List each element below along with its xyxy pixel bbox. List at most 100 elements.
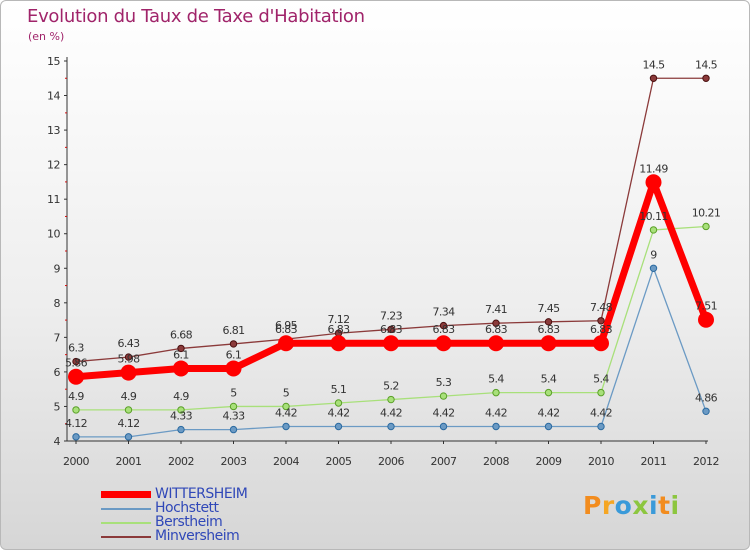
x-tick-label: 2011 [641,455,667,468]
data-point [593,335,609,352]
data-point [544,422,553,431]
legend-item-wittersheim: WITTERSHEIM [101,486,321,502]
x-tick-label: 2006 [378,455,404,468]
data-point [597,388,605,397]
data-point [387,325,395,334]
data-point [435,335,452,352]
data-point [649,74,658,82]
data-label: 6.3 [68,342,84,355]
data-label: 5.4 [488,373,504,386]
data-label: 6.83 [485,323,508,336]
x-tick-label: 2004 [273,455,299,468]
data-label: 7.23 [380,309,403,322]
brand-letter: o [614,491,633,520]
data-label: 7.45 [537,302,560,315]
data-label: 6.43 [117,337,140,350]
data-label: 4.42 [432,406,454,419]
data-point [72,406,80,414]
data-label: 5.4 [541,373,557,386]
y-tick-label: 8 [54,297,61,310]
legend-item-hochstett: Hochstett [101,500,321,516]
data-point [383,335,399,352]
data-label: 6.83 [537,323,560,336]
data-label: 10.21 [692,206,721,219]
data-label: 6.83 [327,323,350,336]
data-point [698,311,714,328]
x-tick-label: 2001 [116,455,142,468]
legend-label-hochstett: Hochstett [155,500,219,516]
data-label: 6.81 [222,324,244,337]
data-point [229,340,238,348]
data-point [278,335,294,352]
data-point [488,335,504,352]
legend-label-berstheim: Berstheim [155,514,223,530]
data-label: 5.86 [65,357,88,370]
brand-letter: P [583,491,602,520]
legend-swatch-minversheim [101,536,151,538]
data-point [649,264,658,272]
legend-swatch-berstheim [101,522,151,524]
data-label: 14.5 [695,58,718,71]
y-tick-label: 15 [47,55,60,68]
data-label: 4.33 [222,410,245,423]
data-point [645,174,662,191]
data-label: 6.95 [275,319,298,332]
data-point [177,344,185,353]
data-label: 7.12 [327,313,349,326]
y-tick-label: 5 [54,400,61,413]
y-tick-label: 14 [47,90,60,103]
data-point [702,74,710,82]
brand-letter: x [632,491,649,520]
y-tick-label: 6 [54,366,61,379]
data-label: 6.83 [275,323,298,336]
legend-label-minversheim: Minversheim [155,528,240,544]
chart-title: Evolution du Taux de Taxe d'Habitation [27,6,365,27]
data-point [492,422,500,431]
data-point [229,425,238,434]
data-label: 5.1 [331,383,347,396]
data-label: 5.3 [436,376,452,389]
data-label: 4.42 [537,406,559,419]
legend-item-minversheim: Minversheim [101,528,321,544]
legend-swatch-wittersheim [101,491,151,498]
data-point [120,364,137,381]
data-label: 5 [230,386,237,399]
data-point [124,353,133,361]
x-tick-label: 2009 [536,455,562,468]
data-point [282,422,290,431]
data-point [439,392,448,400]
y-tick-label: 9 [54,262,61,275]
y-tick-label: 7 [54,331,61,344]
y-tick-label: 10 [47,228,60,241]
brand-letter: i [670,491,680,520]
x-tick-label: 2008 [483,455,509,468]
data-point [540,335,557,352]
data-label: 4.86 [695,391,718,404]
data-label: 4.9 [121,390,137,403]
data-label: 6.83 [380,323,403,336]
data-point [334,422,343,431]
data-label: 4.42 [275,406,297,419]
data-point [177,425,185,434]
x-tick-label: 2010 [588,455,614,468]
data-label: 6.1 [173,348,189,361]
data-point [439,422,448,431]
brand-letter: i [649,491,659,520]
y-tick-label: 11 [47,193,60,206]
data-point [492,388,500,397]
data-label: 14.5 [642,58,665,71]
data-point [649,226,658,234]
legend-swatch-hochstett [101,508,151,510]
data-label: 4.9 [68,390,84,403]
data-label: 6.68 [170,328,193,341]
data-label: 4.12 [65,417,87,430]
x-tick-label: 2012 [693,455,719,468]
brand-letter: r [601,491,615,520]
data-label: 4.42 [590,406,612,419]
data-label: 6.1 [226,348,242,361]
data-point [439,321,448,330]
legend-item-berstheim: Berstheim [101,514,321,530]
data-label: 10.11 [639,210,668,223]
data-label: 4.42 [380,406,402,419]
